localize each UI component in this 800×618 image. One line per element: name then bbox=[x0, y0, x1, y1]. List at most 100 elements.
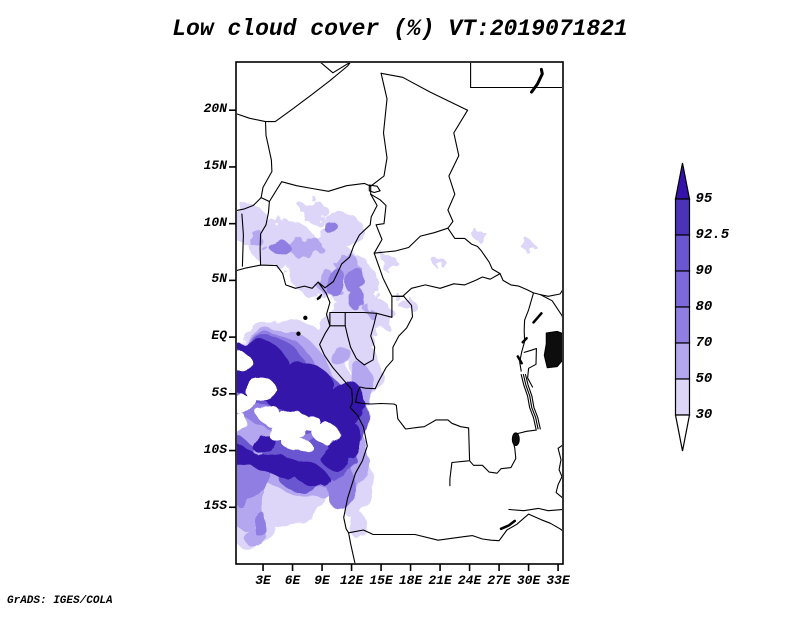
border-line bbox=[468, 427, 537, 474]
x-axis-tick-label: 6E bbox=[284, 573, 301, 588]
cloud-blob bbox=[252, 512, 266, 535]
map-frame bbox=[235, 61, 564, 565]
principe-island bbox=[303, 315, 308, 320]
cloud-hole bbox=[237, 412, 249, 435]
border-line bbox=[555, 444, 562, 499]
colorbar-segment bbox=[674, 306, 691, 344]
x-axis-tick-label: 24E bbox=[457, 573, 482, 588]
x-axis-tick-label: 30E bbox=[516, 573, 541, 588]
cloud-blob bbox=[325, 265, 344, 298]
border-line bbox=[268, 181, 372, 203]
y-axis-tick-label: 20N bbox=[203, 101, 227, 117]
border-line bbox=[354, 295, 414, 403]
border-line bbox=[237, 264, 368, 563]
y-axis-tick-label: 10S bbox=[203, 441, 227, 457]
colorbar-segment bbox=[674, 198, 691, 236]
cloud-hole bbox=[312, 424, 340, 443]
x-axis-tick-label: 33E bbox=[546, 573, 570, 588]
border-line bbox=[260, 121, 273, 199]
x-axis-tick-label: 27E bbox=[487, 573, 511, 588]
bioko-island bbox=[316, 294, 323, 301]
border-line bbox=[519, 292, 535, 372]
colorbar bbox=[674, 162, 691, 452]
cloud-blob bbox=[341, 423, 364, 462]
cloud-hole bbox=[258, 406, 282, 425]
x-axis-tick-label: 21E bbox=[428, 573, 452, 588]
colorbar-tick-label: 70 bbox=[695, 335, 713, 351]
lake-victoria bbox=[543, 330, 562, 369]
lake-albert bbox=[532, 312, 543, 324]
cloud-blob bbox=[320, 213, 364, 248]
y-axis-tick-label: 5N bbox=[211, 271, 227, 287]
border-line bbox=[370, 193, 393, 297]
cloud-blob bbox=[325, 223, 341, 236]
border-line bbox=[449, 460, 470, 487]
border-line bbox=[370, 72, 388, 195]
y-axis-tick-label: 15N bbox=[203, 157, 227, 173]
lake-kariba bbox=[499, 519, 517, 531]
x-axis-tick-label: 9E bbox=[314, 573, 330, 588]
grads-credit: GrADS: IGES/COLA bbox=[7, 595, 113, 607]
border-line bbox=[344, 312, 378, 366]
border-line bbox=[373, 227, 449, 254]
cloud-group-light bbox=[237, 200, 535, 333]
x-axis-tick-label: 18E bbox=[398, 573, 423, 588]
borders-group bbox=[237, 63, 562, 563]
plot-title: Low cloud cover (%) VT:2019071821 bbox=[172, 16, 628, 42]
border-line bbox=[523, 347, 537, 388]
lake-edward bbox=[521, 336, 528, 344]
cloud-blob bbox=[522, 240, 535, 253]
border-line bbox=[539, 294, 562, 318]
cloud-hole bbox=[237, 394, 258, 414]
lake-chad-outline bbox=[368, 184, 381, 194]
colorbar-tick-label: 90 bbox=[695, 263, 713, 279]
lake-kivu bbox=[516, 355, 523, 365]
cloud-hole bbox=[245, 380, 277, 401]
y-axis-tick-label: 5S bbox=[211, 384, 227, 400]
lake-tanganyika bbox=[520, 373, 537, 430]
cloud-blob bbox=[380, 255, 398, 272]
border-line bbox=[354, 401, 470, 430]
sao-tome-island bbox=[296, 331, 301, 336]
ticks-group bbox=[229, 109, 559, 571]
border-line bbox=[317, 193, 378, 289]
y-axis-tick-label: 10N bbox=[203, 214, 227, 230]
lake-tanganyika bbox=[522, 373, 539, 430]
border-line bbox=[259, 200, 270, 266]
border-line bbox=[329, 311, 346, 327]
x-axis-tick-label: 12E bbox=[339, 573, 364, 588]
cloud-blob bbox=[326, 379, 365, 427]
cloud-blob bbox=[351, 288, 366, 314]
colorbar-tick-label: 80 bbox=[695, 299, 713, 315]
colorbar-arrow-top bbox=[674, 162, 691, 200]
border-line bbox=[237, 197, 270, 211]
border-line bbox=[320, 63, 351, 74]
cloud-blob bbox=[268, 238, 289, 254]
colorbar-tick-label: 30 bbox=[695, 407, 713, 423]
colorbar-segment bbox=[674, 270, 691, 308]
y-axis-tick-label: EQ bbox=[211, 328, 227, 344]
cloud-blob bbox=[434, 257, 446, 270]
border-line bbox=[237, 63, 351, 123]
cloud-hole bbox=[237, 350, 250, 369]
colorbar-tick-label: 92.5 bbox=[695, 227, 730, 243]
lake-nasser bbox=[530, 67, 544, 94]
cloud-blob bbox=[472, 229, 487, 241]
colorbar-tick-label: 95 bbox=[695, 191, 713, 207]
cloud-blob bbox=[352, 514, 369, 542]
border-line bbox=[380, 72, 469, 111]
cloud-hole bbox=[301, 415, 322, 432]
border-line bbox=[447, 109, 469, 229]
colorbar-segment bbox=[674, 234, 691, 272]
cloud-blob bbox=[247, 230, 266, 247]
lake-mweru bbox=[511, 432, 520, 446]
colorbar-segment bbox=[674, 342, 691, 380]
cloud-blob bbox=[300, 200, 328, 224]
x-axis-tick-label: 15E bbox=[369, 573, 393, 588]
colorbar-segment bbox=[674, 378, 691, 416]
cloud-blob bbox=[250, 433, 276, 452]
x-axis-tick-label: 3E bbox=[255, 573, 271, 588]
border-line bbox=[447, 227, 562, 297]
